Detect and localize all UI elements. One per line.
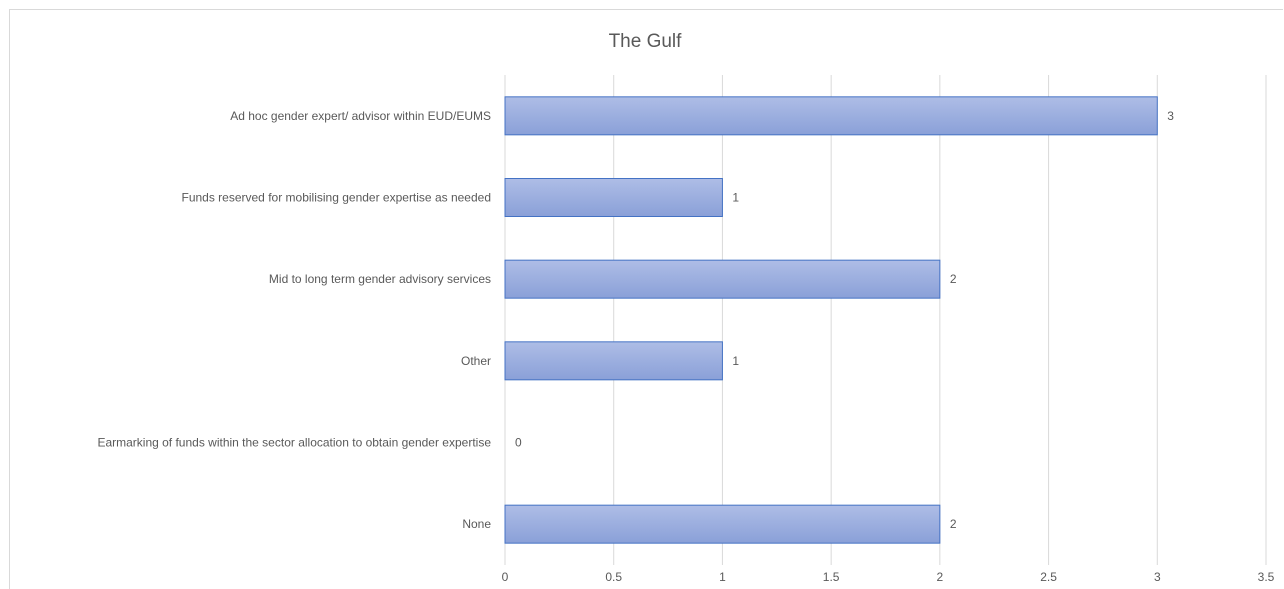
data-label: 1: [732, 191, 739, 205]
chart-title: The Gulf: [609, 31, 683, 52]
category-label: Other: [461, 354, 491, 368]
bar: [504, 96, 1158, 136]
x-tick-label: 0.5: [605, 570, 622, 583]
category-label: Funds reserved for mobilising gender exp…: [181, 191, 491, 205]
bars: [504, 96, 1158, 544]
x-tick-label: 1.5: [823, 570, 840, 583]
x-tick-label: 1: [719, 570, 726, 583]
x-tick-label: 3: [1154, 570, 1161, 583]
x-tick-label: 3.5: [1258, 570, 1275, 583]
category-label: Earmarking of funds within the sector al…: [97, 436, 491, 450]
data-label: 1: [732, 354, 739, 368]
data-label: 3: [1167, 109, 1174, 123]
category-labels: Ad hoc gender expert/ advisor within EUD…: [97, 109, 491, 531]
x-tick-label: 2.5: [1040, 570, 1057, 583]
x-axis-ticks: 0 0.5 1 1.5 2 2.5 3 3.5: [502, 570, 1275, 583]
bar: [504, 504, 941, 544]
category-label: Mid to long term gender advisory service…: [269, 272, 491, 286]
data-labels: 3 1 2 1 0 2: [515, 109, 1174, 531]
data-label: 2: [950, 272, 957, 286]
bar: [504, 178, 723, 217]
data-label: 2: [950, 517, 957, 531]
bar: [504, 341, 723, 381]
bar: [504, 259, 941, 299]
data-label: 0: [515, 436, 522, 450]
x-tick-label: 0: [502, 570, 509, 583]
gridlines: [504, 75, 1267, 565]
category-label: None: [462, 517, 491, 531]
x-tick-label: 2: [937, 570, 944, 583]
category-label: Ad hoc gender expert/ advisor within EUD…: [230, 109, 491, 123]
